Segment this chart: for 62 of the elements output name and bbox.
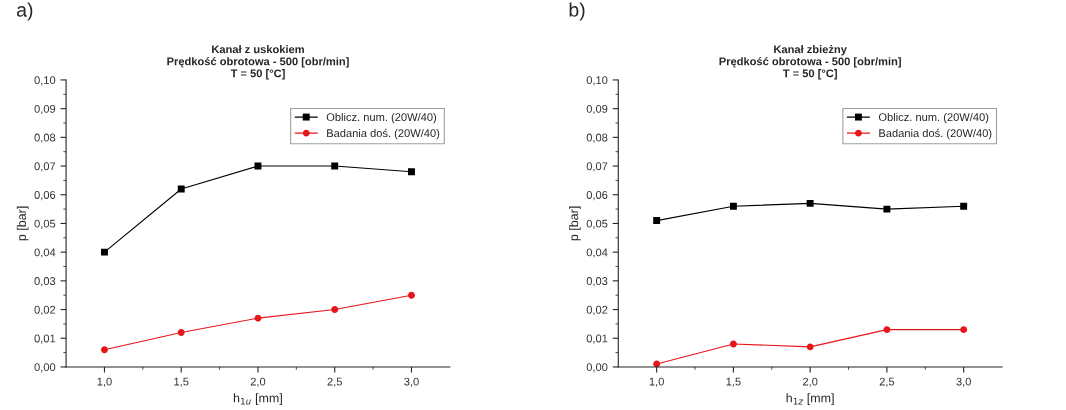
y-axis-title: p [bar] (16, 206, 29, 241)
y-tick-label: 0,10 (586, 76, 608, 86)
y-tick-label: 0,00 (586, 363, 608, 373)
point (254, 314, 262, 322)
y-tick-label: 0,07 (34, 162, 56, 172)
legend-label: Oblicz. num. (20W/40) (878, 112, 989, 124)
y-tick-label: 0,09 (34, 104, 56, 115)
y-tick-label: 0,05 (34, 219, 56, 229)
y-tick-label: 0,06 (586, 191, 608, 201)
point (101, 248, 108, 256)
point (883, 205, 891, 213)
legend-label: Badania doś. (20W/40) (879, 128, 992, 140)
text: a) (17, 2, 33, 21)
legend-label: Oblicz. num. (20W/40) (326, 112, 437, 124)
point (806, 343, 814, 351)
y-tick-label: 0,03 (586, 277, 608, 287)
x-tick-label: 2,5 (327, 377, 342, 387)
point (331, 306, 339, 314)
point (177, 329, 185, 336)
legend-label: Badania doś. (20W/40) (327, 128, 440, 140)
point (653, 217, 661, 225)
y-tick-label: 0,03 (34, 277, 56, 287)
y-tick-label: 0,04 (34, 248, 56, 258)
point (960, 326, 968, 334)
point (729, 202, 737, 210)
point (331, 162, 339, 170)
y-tick-label: 0,09 (586, 104, 608, 115)
point (254, 162, 262, 170)
y-tick-label: 0,10 (34, 76, 56, 86)
point (806, 199, 814, 207)
y-tick-label: 0,07 (586, 162, 608, 172)
x-tick-label: 2,0 (803, 377, 818, 387)
y-tick-label: 0,08 (586, 133, 608, 143)
x-axis-title: h$_{1u}$ [mm] (233, 393, 282, 405)
point (729, 340, 737, 348)
point (408, 168, 415, 176)
point (101, 346, 108, 354)
x-tick-label: 1,0 (97, 377, 112, 387)
x-tick-label: 1,5 (174, 377, 189, 387)
y-tick-label: 0,06 (34, 191, 56, 201)
x-axis-title: h$_{1z}$ [mm] (786, 393, 834, 405)
x-tick-label: 1,5 (726, 377, 741, 387)
y-tick-label: 0,01 (34, 334, 56, 344)
x-tick-label: 3,0 (404, 377, 419, 387)
point (408, 291, 415, 299)
y-tick-label: 0,04 (586, 248, 608, 258)
y-axis-title: p [bar] (569, 206, 581, 241)
point (960, 202, 968, 210)
y-tick-label: 0,02 (586, 305, 608, 315)
y-tick-label: 0,01 (586, 334, 608, 344)
y-tick-label: 0,08 (34, 133, 56, 143)
x-tick-label: 3,0 (956, 377, 971, 387)
chart-title: Kanał zbieżny Prędkość obrotowa - 500 [obr/min] T = 50 [°C] (719, 45, 901, 80)
y-tick-label: 0,00 (34, 363, 56, 373)
point (883, 326, 891, 334)
x-tick-label: 1,0 (649, 377, 664, 387)
y-tick-label: 0,05 (586, 219, 608, 229)
x-tick-label: 2,5 (879, 377, 895, 387)
text: b) (569, 2, 585, 21)
chart-title: Kanał z uskokiem Prędkość obrotowa - 500 [obr/min] T = 50 [°C] (167, 45, 349, 80)
x-tick-label: 2,0 (250, 377, 266, 387)
y-tick-label: 0,02 (34, 305, 56, 315)
